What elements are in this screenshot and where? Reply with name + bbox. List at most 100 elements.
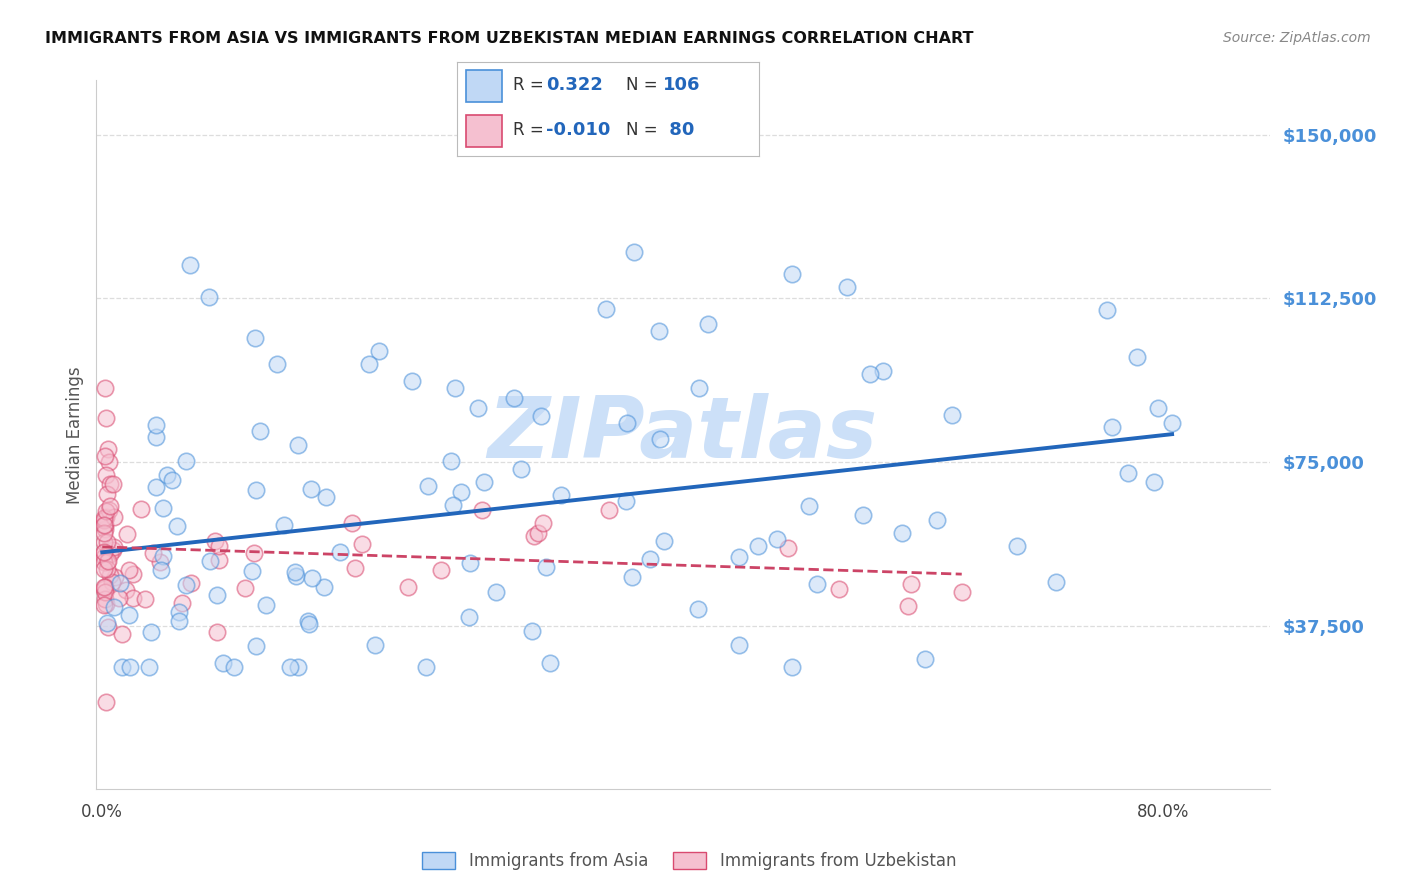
- Point: [174, 578, 197, 592]
- Point: [94, 517, 117, 532]
- Point: [458, 609, 481, 624]
- Point: [205, 624, 228, 639]
- Point: [180, 575, 202, 590]
- Point: [240, 565, 263, 579]
- Point: [93, 518, 115, 533]
- Point: [443, 381, 465, 395]
- Point: [526, 525, 548, 540]
- Point: [93, 450, 115, 464]
- Point: [138, 660, 160, 674]
- Point: [254, 599, 277, 613]
- Point: [616, 494, 638, 508]
- Point: [212, 656, 235, 670]
- Point: [342, 516, 364, 530]
- Point: [101, 575, 124, 590]
- Point: [243, 546, 266, 560]
- Point: [120, 660, 142, 674]
- Point: [652, 534, 675, 549]
- Bar: [465, 70, 502, 102]
- Point: [96, 562, 118, 576]
- Point: [122, 591, 145, 605]
- Text: N =: N =: [626, 121, 664, 139]
- Point: [167, 614, 190, 628]
- Point: [160, 474, 183, 488]
- Point: [650, 433, 672, 447]
- Point: [145, 417, 167, 432]
- Point: [98, 502, 121, 516]
- Point: [536, 560, 558, 574]
- Point: [134, 591, 156, 606]
- Point: [364, 639, 387, 653]
- Point: [299, 482, 322, 496]
- Point: [156, 467, 179, 482]
- Point: [598, 503, 620, 517]
- Point: [104, 570, 127, 584]
- Point: [98, 547, 121, 561]
- Point: [245, 639, 267, 653]
- Point: [96, 534, 118, 549]
- Point: [142, 546, 165, 560]
- Text: IMMIGRANTS FROM ASIA VS IMMIGRANTS FROM UZBEKISTAN MEDIAN EARNINGS CORRELATION C: IMMIGRANTS FROM ASIA VS IMMIGRANTS FROM …: [45, 31, 973, 46]
- Point: [766, 533, 789, 547]
- Point: [503, 391, 526, 405]
- Point: [430, 563, 453, 577]
- Point: [638, 551, 661, 566]
- Point: [107, 591, 129, 606]
- Point: [728, 639, 751, 653]
- Point: [287, 660, 309, 674]
- Point: [472, 475, 495, 489]
- Point: [416, 479, 439, 493]
- Point: [93, 598, 115, 612]
- Point: [96, 555, 118, 569]
- Point: [510, 461, 533, 475]
- Point: [648, 324, 671, 338]
- Point: [114, 583, 136, 598]
- Point: [359, 357, 381, 371]
- Point: [101, 543, 124, 558]
- Point: [550, 487, 572, 501]
- Point: [273, 518, 295, 533]
- Point: [1142, 475, 1164, 489]
- Point: [93, 582, 115, 597]
- Point: [93, 511, 115, 525]
- Point: [179, 258, 201, 272]
- Point: [94, 580, 117, 594]
- Point: [278, 660, 301, 674]
- Point: [343, 561, 366, 575]
- Legend: Immigrants from Asia, Immigrants from Uzbekistan: Immigrants from Asia, Immigrants from Uz…: [415, 845, 963, 877]
- Point: [97, 620, 120, 634]
- Point: [401, 374, 423, 388]
- Point: [103, 540, 125, 554]
- Point: [728, 549, 751, 564]
- Point: [94, 591, 117, 606]
- Point: [166, 518, 188, 533]
- Point: [284, 566, 307, 580]
- Point: [806, 577, 828, 591]
- Point: [141, 624, 163, 639]
- Point: [927, 513, 949, 527]
- Point: [93, 562, 115, 576]
- Point: [471, 502, 494, 516]
- Point: [314, 581, 336, 595]
- Point: [208, 539, 231, 553]
- Point: [174, 454, 197, 468]
- Point: [93, 545, 115, 559]
- Point: [623, 245, 645, 260]
- Point: [94, 381, 117, 395]
- Point: [198, 553, 221, 567]
- Bar: [465, 115, 502, 147]
- Point: [93, 555, 115, 569]
- Point: [94, 510, 117, 524]
- Point: [297, 614, 319, 628]
- Point: [828, 582, 851, 597]
- Text: R =: R =: [513, 121, 548, 139]
- Point: [859, 367, 882, 381]
- Point: [1126, 351, 1149, 365]
- Point: [1161, 416, 1184, 430]
- Point: [93, 580, 115, 594]
- Point: [93, 513, 115, 527]
- Point: [93, 545, 115, 559]
- Point: [94, 597, 117, 611]
- Point: [204, 534, 226, 549]
- Point: [111, 626, 134, 640]
